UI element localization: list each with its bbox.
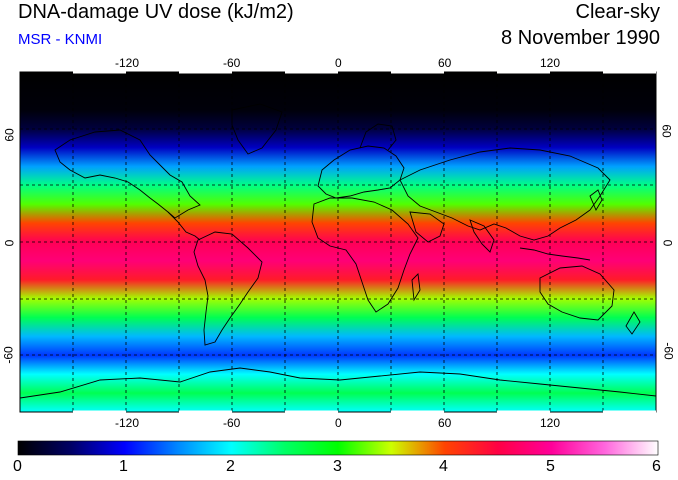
coastline-greenland <box>231 103 283 155</box>
colorbar-label: 1 <box>119 458 128 475</box>
coastline-europe <box>317 145 405 199</box>
colorbar-label: 6 <box>652 458 661 475</box>
coastline-new-zealand <box>625 311 641 335</box>
lon-tick-top-label: -60 <box>223 56 241 70</box>
lon-tick-bottom-label: 60 <box>438 416 452 430</box>
lon-tick-bottom-label: -120 <box>115 416 140 430</box>
coastline-asia <box>399 147 611 241</box>
coastline-madagascar <box>411 273 421 302</box>
lon-tick-top-label: 0 <box>335 56 342 70</box>
lon-tick-bottom-label: -60 <box>223 416 241 430</box>
coastline-north-america <box>54 129 201 219</box>
sky-condition-label: Clear-sky <box>575 1 660 23</box>
coastline-australia <box>539 265 615 321</box>
coastline-indonesia <box>519 247 591 261</box>
coastline-south-america <box>193 231 263 346</box>
coastline-india <box>469 219 495 253</box>
lon-tick-top-label: -120 <box>115 56 140 70</box>
lon-tick-top-label: 60 <box>438 56 452 70</box>
colorbar-label: 4 <box>439 458 448 475</box>
lon-tick-bottom-label: 0 <box>335 416 342 430</box>
colorbar <box>17 440 659 456</box>
source-label: MSR - KNMI <box>18 31 103 48</box>
coastline-scandinavia <box>359 123 397 151</box>
colorbar-label: 2 <box>226 458 235 475</box>
coastline-africa <box>311 197 419 313</box>
lon-tick-bottom-label: 120 <box>540 416 561 430</box>
coastline-japan <box>589 189 603 211</box>
colorbar-label: 3 <box>333 458 342 475</box>
coastline-central-america <box>167 211 201 241</box>
page-title: DNA-damage UV dose (kJ/m2) <box>18 1 294 23</box>
coastline-antarctica <box>20 367 656 399</box>
date-label: 8 November 1990 <box>501 27 660 49</box>
colorbar-label: 5 <box>546 458 555 475</box>
coastlines <box>20 103 656 399</box>
colorbar-label: 0 <box>13 458 22 475</box>
coastline-arabia <box>409 211 445 243</box>
lon-tick-top-label: 120 <box>540 56 561 70</box>
graticule <box>20 72 656 412</box>
